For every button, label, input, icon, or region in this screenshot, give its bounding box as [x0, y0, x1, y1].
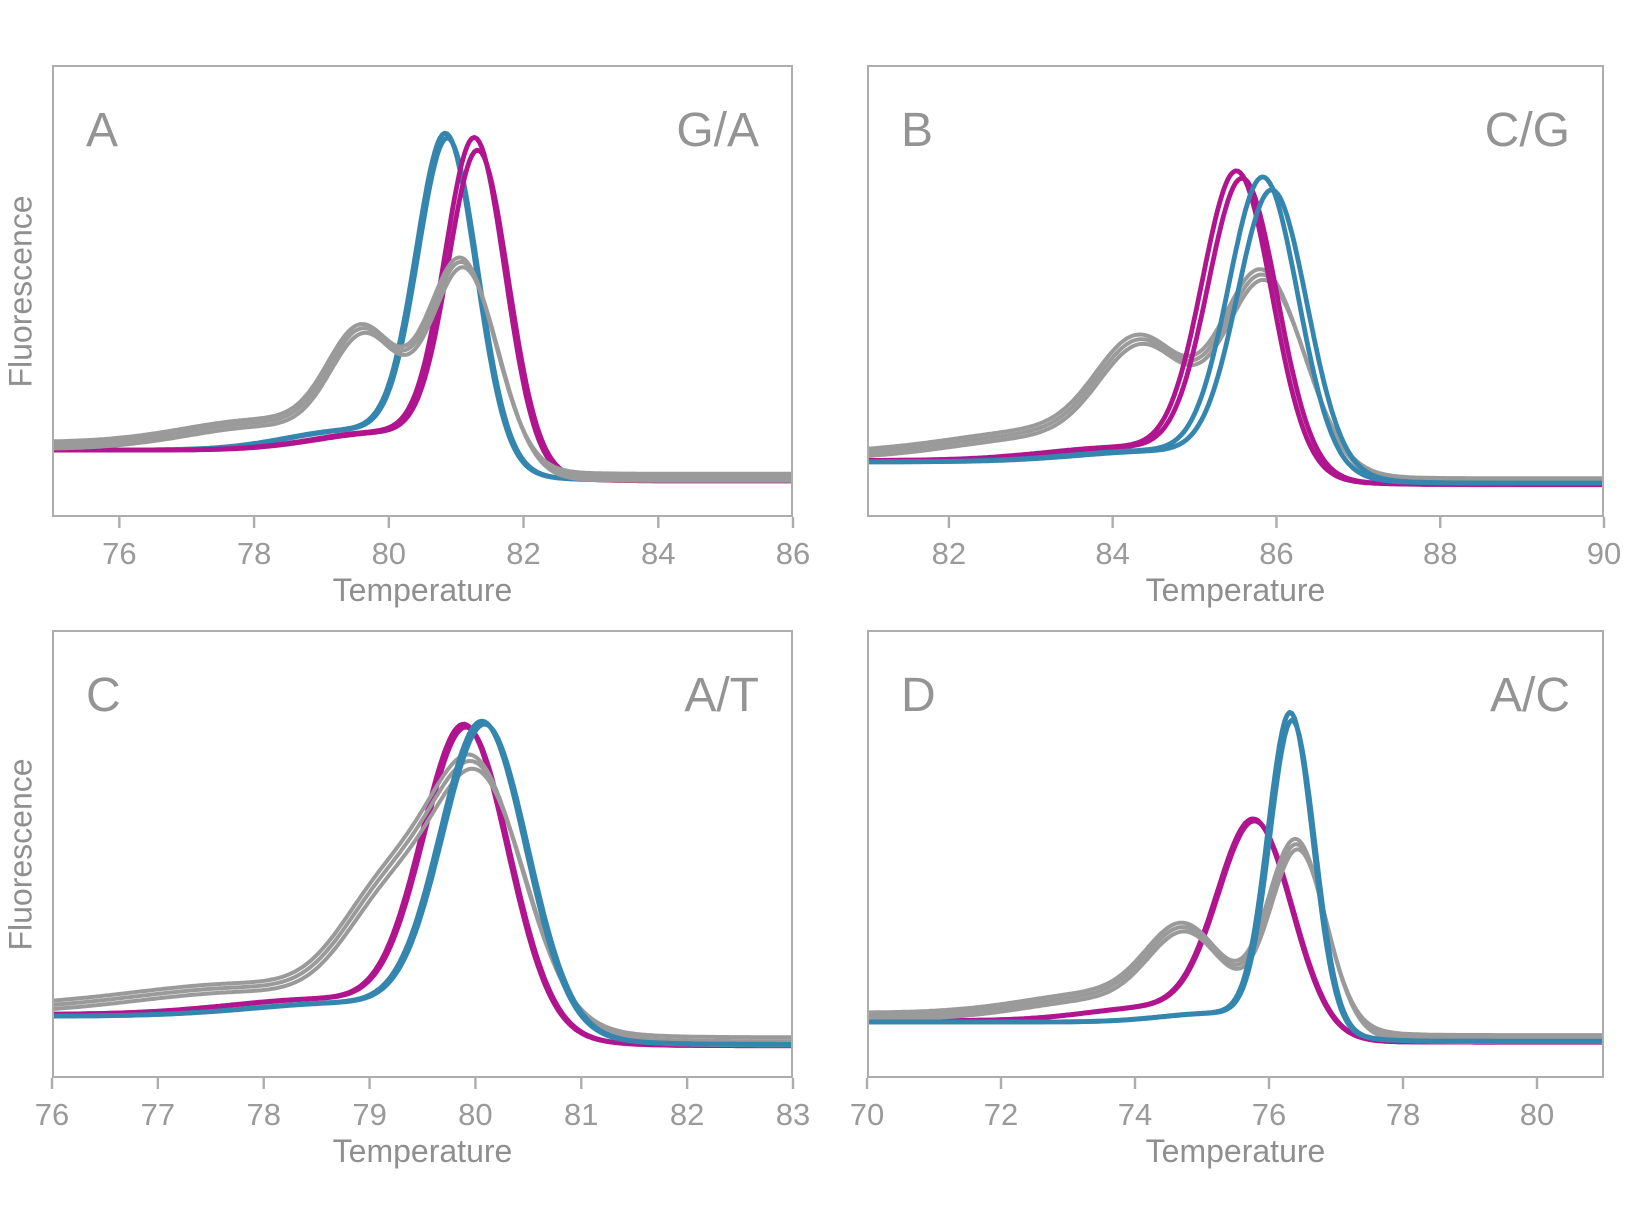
panel-a: 76 78 80 82 84 86 A G/A Temperature [52, 65, 810, 685]
plot-frame [52, 65, 793, 517]
panel-a-y-axis-title-text: Fluorescence [2, 194, 39, 388]
x-tick-label: 80 [372, 536, 406, 571]
x-tick-label: 82 [506, 536, 540, 571]
x-tick-label: 70 [850, 1097, 884, 1132]
x-tick-label: 88 [1423, 536, 1457, 571]
plot-frame [52, 630, 793, 1078]
x-tick-label: 79 [352, 1097, 386, 1132]
panel-a-letter: A [86, 104, 119, 157]
panel-d: 70 72 74 76 78 80 D A/C Temperature [850, 630, 1604, 1230]
melt-curve-series-blue-rep1 [868, 710, 1603, 1044]
x-tick-label: 76 [35, 1097, 69, 1132]
panel-d-x-axis-title: Temperature [1145, 1133, 1326, 1169]
melt-curve-series-blue-rep2 [868, 717, 1603, 1044]
panel-a-x-axis-title: Temperature [332, 572, 513, 608]
melt-curve-series-gray-rep2 [53, 265, 792, 483]
panel-a-plot-host: 76 78 80 82 84 86 [52, 65, 810, 600]
x-tick-label: 74 [1118, 1097, 1152, 1132]
x-tick-label: 82 [670, 1097, 704, 1132]
x-tick-label: 78 [237, 536, 271, 571]
melt-curve-series-gray-rep3 [868, 836, 1603, 1038]
panel-d-letter: D [901, 669, 936, 722]
panel-c-x-axis-title: Temperature [332, 1133, 513, 1169]
melt-curve-series-blue-rep2 [53, 721, 792, 1047]
melt-curve-series-gray-rep1 [53, 259, 792, 480]
melt-curve-plot-b: 82 84 86 88 90 [867, 65, 1621, 571]
panel-a-genotype-label: G/A [676, 104, 759, 157]
curves-group [868, 710, 1603, 1045]
panel-c-genotype-label: A/T [684, 669, 759, 722]
curves-group [53, 718, 792, 1049]
panel-a-y-axis-title: Fluorescence [0, 65, 42, 517]
x-tick-label: 84 [1095, 536, 1129, 571]
melt-curve-plot-c: 76 77 78 79 80 81 82 83 [35, 630, 810, 1132]
x-tick-label: 78 [1386, 1097, 1420, 1132]
panel-d-genotype-label: A/C [1489, 669, 1570, 722]
panel-b: 82 84 86 88 90 B C/G Temperature [867, 65, 1621, 685]
x-tick-label: 76 [1252, 1097, 1286, 1132]
panel-c-letter: C [86, 669, 121, 722]
x-tick-label: 77 [141, 1097, 175, 1132]
x-tick-label: 80 [458, 1097, 492, 1132]
melt-curve-series-blue-rep2 [868, 187, 1603, 486]
panel-c-y-axis-title: Fluorescence [0, 630, 42, 1078]
x-tick-label: 78 [246, 1097, 280, 1132]
plot-frame [867, 65, 1604, 517]
panel-c: 76 77 78 79 80 81 82 83 C A/T Temperature [35, 630, 810, 1230]
panel-b-plot-host: 82 84 86 88 90 [867, 65, 1621, 600]
melt-curve-series-magenta-rep1 [53, 135, 792, 484]
x-tick-label: 83 [776, 1097, 810, 1132]
melt-curve-series-blue-rep1 [53, 130, 792, 483]
panel-b-letter: B [901, 104, 934, 157]
panel-b-genotype-label: C/G [1484, 104, 1570, 157]
melt-curve-series-gray-rep1 [868, 842, 1603, 1041]
melt-curve-series-gray-rep3 [53, 255, 792, 476]
plot-frame [867, 630, 1604, 1078]
x-tick-label: 90 [1587, 536, 1621, 571]
x-tick-label: 81 [564, 1097, 598, 1132]
x-tick-label: 84 [641, 536, 675, 571]
x-tick-label: 86 [1259, 536, 1293, 571]
panel-b-x-axis-title: Temperature [1145, 572, 1326, 608]
x-tick-label: 80 [1520, 1097, 1554, 1132]
curves-group [868, 168, 1603, 488]
curves-group [53, 130, 792, 484]
melt-curve-plot-d: 70 72 74 76 78 80 [850, 630, 1604, 1132]
melt-curve-series-gray-rep1 [53, 759, 792, 1044]
melt-curve-series-gray-rep3 [53, 752, 792, 1040]
melt-curve-series-blue-rep2 [53, 135, 792, 483]
melt-curve-series-gray-rep2 [868, 847, 1603, 1045]
melt-curve-plot-a: 76 78 80 82 84 86 [52, 65, 810, 571]
x-tick-label: 82 [932, 536, 966, 571]
panel-c-plot-host: 76 77 78 79 80 81 82 83 [35, 630, 810, 1161]
x-tick-label: 72 [984, 1097, 1018, 1132]
x-tick-label: 76 [102, 536, 136, 571]
panel-d-plot-host: 70 72 74 76 78 80 [850, 630, 1604, 1161]
x-tick-label: 86 [776, 536, 810, 571]
panel-c-y-axis-title-text: Fluorescence [2, 757, 39, 951]
